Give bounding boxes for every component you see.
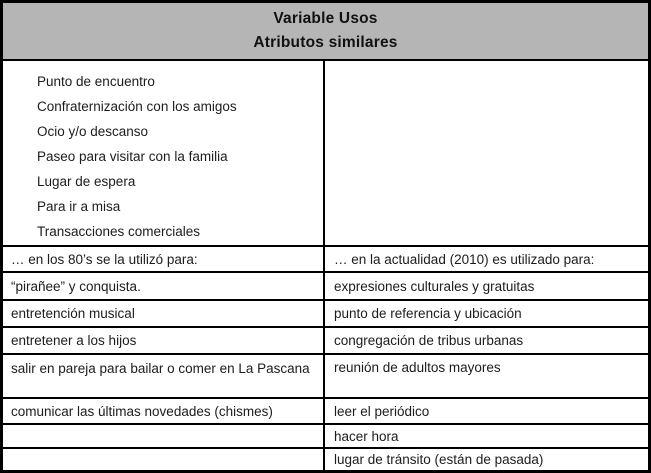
attributes-list: Punto de encuentro Confraternización con…	[3, 61, 323, 244]
present-use-cell: leer el periódico	[334, 403, 430, 419]
list-item: Punto de encuentro	[37, 74, 155, 89]
eighties-use-cell: entretener a los hijos	[3, 328, 325, 353]
present-use-cell: reunión de adultos mayores	[334, 360, 501, 375]
present-use-cell: lugar de tránsito (están de pasada)	[334, 452, 544, 467]
table-row: “pirañee” y conquista. expresiones cultu…	[3, 271, 648, 299]
attributes-list-cell: Punto de encuentro Confraternización con…	[3, 61, 325, 245]
list-item: Confraternización con los amigos	[37, 99, 237, 114]
present-use-cell: congregación de tribus urbanas	[334, 333, 524, 348]
table-row: lugar de tránsito (están de pasada)	[3, 447, 648, 470]
table-subtitle: Atributos similares	[253, 34, 398, 51]
table-title: Variable Usos	[273, 10, 378, 27]
eighties-use-cell	[3, 449, 325, 470]
eighties-use-cell: comunicar las últimas novedades (chismes…	[3, 399, 325, 423]
table-row: entretener a los hijos congregación de t…	[3, 326, 648, 353]
eighties-use-cell	[3, 425, 325, 447]
list-item: Transacciones comerciales	[37, 224, 201, 239]
table-header: Variable Usos Atributos similares	[3, 3, 648, 61]
present-column-header: … en la actualidad (2010) es utilizado p…	[334, 251, 595, 267]
table-row: hacer hora	[3, 423, 648, 447]
empty-cell	[325, 61, 648, 245]
eighties-column-header: … en los 80’s se la utilizó para:	[3, 247, 325, 271]
list-item: Lugar de espera	[37, 174, 136, 189]
present-use-cell: punto de referencia y ubicación	[334, 306, 522, 321]
eighties-use-cell: salir en pareja para bailar o comer en L…	[3, 355, 325, 397]
present-use-cell: hacer hora	[334, 428, 399, 444]
table-row: salir en pareja para bailar o comer en L…	[3, 353, 648, 397]
table-row: entretención musical punto de referencia…	[3, 299, 648, 326]
eighties-use-cell: entretención musical	[3, 301, 325, 326]
table-row: comunicar las últimas novedades (chismes…	[3, 397, 648, 423]
list-item: Para ir a misa	[37, 199, 121, 214]
list-item: Paseo para visitar con la familia	[37, 149, 228, 164]
eighties-use-cell: “pirañee” y conquista.	[3, 273, 325, 299]
present-use-cell: expresiones culturales y gratuitas	[334, 278, 535, 294]
column-header-row: … en los 80’s se la utilizó para: … en l…	[3, 245, 648, 271]
list-item: Ocio y/o descanso	[37, 124, 149, 139]
similar-attributes-section: Punto de encuentro Confraternización con…	[3, 61, 648, 245]
